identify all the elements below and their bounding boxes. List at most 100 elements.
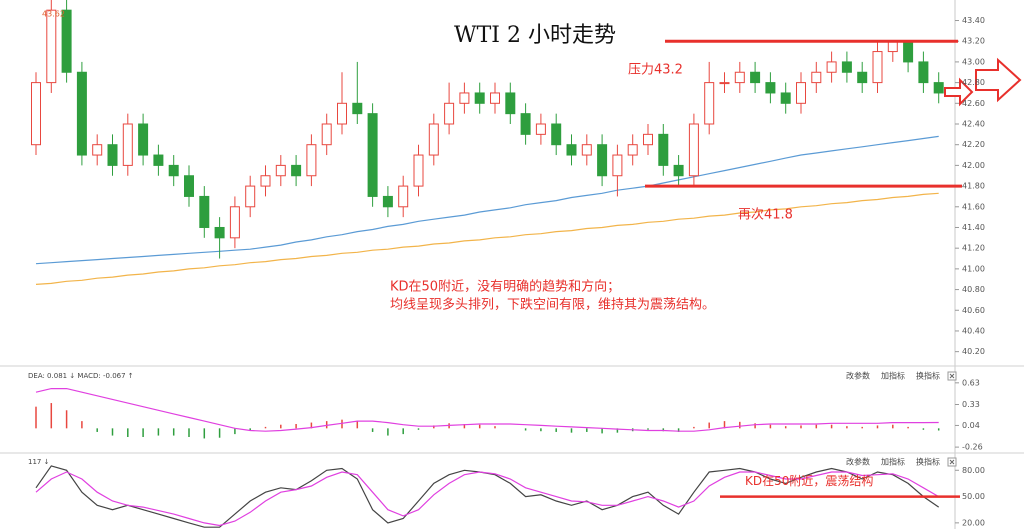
panel-button[interactable]: 换指标 bbox=[916, 371, 940, 381]
indicator-line bbox=[35, 135, 939, 265]
candle-body bbox=[229, 206, 240, 239]
panel-button[interactable]: 换指标 bbox=[916, 457, 940, 467]
max-label: 43.62 bbox=[42, 10, 65, 19]
candle-body bbox=[31, 82, 41, 146]
candle-body bbox=[734, 71, 745, 84]
candle-body bbox=[184, 175, 194, 197]
candle-body bbox=[168, 164, 179, 177]
candle-body bbox=[857, 71, 868, 84]
candle-body bbox=[704, 82, 715, 125]
candle-body bbox=[566, 144, 577, 156]
candle-body bbox=[765, 82, 776, 94]
level-label: KD在50附近，震荡结构 bbox=[745, 473, 873, 488]
panel-button[interactable]: 改参数 bbox=[846, 371, 870, 381]
y-tick-label: 41.00 bbox=[962, 264, 985, 273]
y-tick-label: 42.40 bbox=[962, 120, 985, 129]
candle-body bbox=[382, 195, 393, 208]
panel-header: 117 ↓ bbox=[28, 458, 49, 466]
candle-body bbox=[61, 9, 72, 73]
y-tick-label: 42.20 bbox=[962, 140, 985, 149]
y-tick-label: 41.60 bbox=[962, 202, 985, 211]
y-tick-label: 42.60 bbox=[962, 99, 985, 108]
panel-button[interactable]: 加指标 bbox=[881, 457, 905, 467]
candle-body bbox=[122, 123, 133, 166]
y-tick-label: 40.80 bbox=[962, 285, 985, 294]
candle-body bbox=[903, 40, 914, 63]
close-icon bbox=[949, 459, 955, 465]
panel-header: DEA: 0.081 ↓ MACD: -0.067 ↑ bbox=[28, 372, 134, 380]
candle-body bbox=[291, 164, 302, 177]
y-tick-label: 0.63 bbox=[962, 378, 980, 387]
y-tick-label: 0.04 bbox=[962, 421, 980, 430]
indicator-line bbox=[35, 388, 939, 432]
y-tick-label: 43.40 bbox=[962, 16, 985, 25]
candle-body bbox=[627, 144, 638, 156]
candle-body bbox=[153, 154, 164, 166]
candle-body bbox=[474, 92, 485, 104]
candle-body bbox=[826, 61, 837, 73]
candle-body bbox=[199, 195, 210, 228]
annotation-text: 均线呈现多头排列，下跌空间有限，维持其为震荡结构。 bbox=[390, 297, 715, 313]
candle-body bbox=[673, 164, 684, 177]
candle-body bbox=[76, 71, 87, 156]
candle-body bbox=[811, 71, 822, 84]
annotation-text: KD在50附近，没有明确的趋势和方向； bbox=[390, 279, 620, 295]
candle-body bbox=[107, 144, 118, 166]
candle-body bbox=[688, 123, 699, 177]
candle-body bbox=[337, 102, 347, 125]
candle-body bbox=[887, 40, 898, 53]
candle-body bbox=[138, 123, 149, 156]
candle-body bbox=[872, 51, 883, 84]
y-tick-label: 41.80 bbox=[962, 182, 985, 191]
y-tick-label: 41.40 bbox=[962, 223, 985, 232]
y-tick-label: 80.00 bbox=[962, 466, 985, 475]
candle-body bbox=[719, 82, 730, 85]
y-tick-label: 50.00 bbox=[962, 492, 985, 501]
candle-body bbox=[643, 133, 653, 146]
close-icon bbox=[949, 373, 955, 379]
candle-body bbox=[933, 82, 944, 94]
candle-body bbox=[428, 123, 439, 156]
level-label: 再次41.8 bbox=[738, 207, 793, 223]
candle-body bbox=[918, 61, 929, 84]
level-label: 压力43.2 bbox=[628, 63, 683, 78]
candle-body bbox=[505, 92, 516, 115]
panel-button[interactable]: 改参数 bbox=[846, 457, 870, 467]
y-tick-label: 40.40 bbox=[962, 326, 985, 335]
candle-body bbox=[306, 144, 317, 177]
arrow-icon bbox=[975, 57, 1022, 103]
candle-body bbox=[92, 144, 103, 156]
chart-title: WTI 2 小时走势 bbox=[454, 23, 616, 48]
candle-body bbox=[658, 133, 669, 166]
y-tick-label: 43.20 bbox=[962, 37, 985, 46]
candle-body bbox=[260, 175, 271, 187]
y-tick-label: 40.20 bbox=[962, 347, 985, 356]
candle-body bbox=[612, 154, 623, 177]
candle-body bbox=[551, 123, 562, 146]
candle-body bbox=[444, 102, 455, 125]
candle-body bbox=[490, 92, 500, 104]
y-tick-label: 0.33 bbox=[962, 400, 980, 409]
arrow-icon bbox=[944, 77, 974, 107]
panel-button[interactable]: 加指标 bbox=[881, 371, 905, 381]
candle-body bbox=[245, 185, 256, 208]
candle-body bbox=[796, 82, 806, 104]
y-tick-label: 43.00 bbox=[962, 57, 985, 66]
candle-body bbox=[367, 113, 378, 197]
y-tick-label: 20.00 bbox=[962, 518, 985, 527]
candle-body bbox=[46, 9, 57, 84]
indicator-line bbox=[35, 192, 939, 285]
arrows bbox=[944, 57, 1022, 107]
candle-body bbox=[321, 123, 332, 146]
candle-body bbox=[459, 92, 470, 104]
candle-body bbox=[780, 92, 791, 104]
indicator-line bbox=[35, 471, 939, 527]
y-tick-label: 42.80 bbox=[962, 78, 985, 87]
candle-body bbox=[275, 164, 286, 177]
candle-body bbox=[214, 226, 225, 239]
y-tick-label: 42.00 bbox=[962, 161, 985, 170]
candle-body bbox=[520, 113, 531, 135]
candle-body bbox=[535, 123, 546, 135]
